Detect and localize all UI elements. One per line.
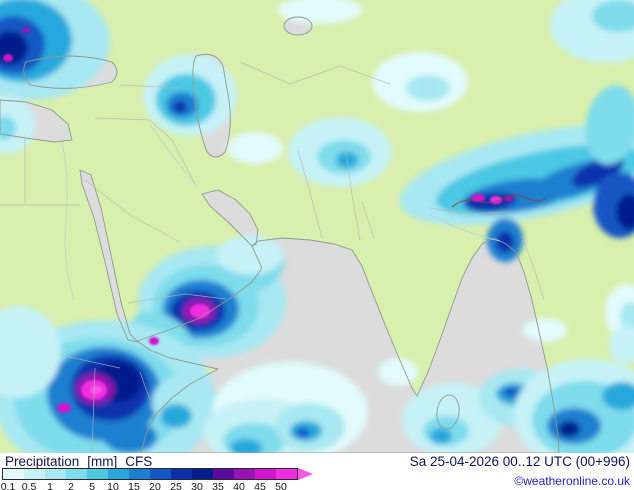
map-footer: Precipitation [mm] CFS Sa 25-04-2026 00..1…: [0, 453, 634, 490]
legend-color-segment: [276, 469, 297, 479]
legend-color-segment: [87, 469, 108, 479]
legend-color-segment: [213, 469, 234, 479]
legend-color-bar: [2, 468, 298, 480]
precipitation-map: [0, 0, 634, 453]
borders-layer: [0, 61, 545, 453]
extreme-contour: [451, 194, 547, 208]
legend-color-segment: [150, 469, 171, 479]
legend-tick-label: 40: [233, 481, 245, 490]
map-svg: [0, 0, 634, 453]
legend-color-segment: [3, 469, 24, 479]
legend-color-segment: [24, 469, 45, 479]
legend-tick-label: 35: [212, 481, 224, 490]
legend-tick-label: 20: [149, 481, 161, 490]
legend-color-segment: [129, 469, 150, 479]
legend-tick-label: 10: [107, 481, 119, 490]
precipitation-legend: 0.1 0.5 1 2 5 10 15 20 25 30 35 40 45 50: [0, 468, 322, 490]
map-title: Precipitation [mm] CFS: [5, 454, 160, 469]
legend-tick-label: 50: [275, 481, 287, 490]
legend-color-segment: [255, 469, 276, 479]
legend-color-segment: [171, 469, 192, 479]
legend-color-segment: [108, 469, 129, 479]
legend-arrow-icon: [298, 468, 313, 480]
legend-tick-label: 15: [128, 481, 140, 490]
legend-color-segment: [66, 469, 87, 479]
legend-tick-label: 5: [89, 481, 95, 490]
legend-tick-label: 25: [170, 481, 182, 490]
legend-tick-label: 1: [47, 481, 53, 490]
legend-tick-label: 2: [68, 481, 74, 490]
model-label: CFS: [125, 454, 153, 469]
rivers-layer: [61, 124, 501, 301]
units-label: [mm]: [87, 454, 118, 469]
copyright-label: ©weatheronline.co.uk: [514, 474, 630, 488]
parameter-label: Precipitation: [5, 454, 80, 469]
legend-color-segment: [45, 469, 66, 479]
legend-tick-label: 0.1: [0, 481, 16, 490]
precipitation-maxima-layer: [3, 27, 514, 413]
legend-tick-label: 45: [254, 481, 266, 490]
legend-tick-label: 0.5: [21, 481, 37, 490]
valid-time-label: Sa 25-04-2026 00..12 UTC (00+996): [409, 454, 630, 469]
legend-color-segment: [192, 469, 213, 479]
legend-color-segment: [234, 469, 255, 479]
legend-tick-labels: 0.1 0.5 1 2 5 10 15 20 25 30 35 40 45 50: [0, 481, 322, 490]
legend-tick-label: 30: [191, 481, 203, 490]
precipitation-layer: [0, 0, 634, 453]
